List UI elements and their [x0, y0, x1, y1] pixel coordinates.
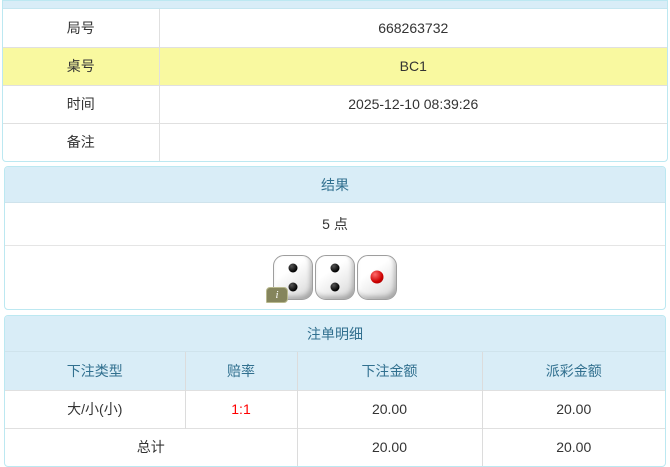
table-row-table-number: 桌号 BC1: [3, 46, 667, 85]
bet-amount-value: 20.00: [296, 389, 482, 428]
table-number-label: 桌号: [3, 46, 160, 85]
bet-odds-value: 1:1: [184, 389, 297, 428]
game-id-value: 668263732: [378, 19, 449, 36]
die-2-icon: [315, 255, 355, 300]
column-header-payout-amount: 派彩金额: [481, 352, 665, 390]
total-label: 总计: [5, 427, 297, 466]
bet-type-value: 大/小(小): [5, 389, 185, 428]
panel-result: 结果 5 点 i: [4, 166, 666, 310]
result-panel-title: 结果: [5, 167, 665, 203]
total-bet-amount: 20.00: [296, 427, 482, 466]
panel-bet-details: 注单明细 下注类型 赔率 下注金额 派彩金额 大/小(小) 1:1 20.00 …: [4, 315, 666, 467]
bet-details-table: 下注类型 赔率 下注金额 派彩金额 大/小(小) 1:1 20.00 20.00…: [5, 352, 665, 466]
result-points-text: 5 点: [5, 203, 665, 246]
dice-row: i: [5, 246, 665, 309]
column-header-bet-amount: 下注金额: [296, 352, 482, 390]
time-label: 时间: [3, 84, 160, 123]
remark-value: [159, 122, 667, 161]
bet-row: 大/小(小) 1:1 20.00 20.00: [5, 389, 665, 428]
table-number-value: BC1: [159, 46, 667, 85]
time-value: 2025-12-10 08:39:26: [159, 84, 667, 123]
game-id-label: 局号: [3, 9, 160, 47]
panel-game-info: 局号 668263732 桌号 BC1 时间 2025-12-10 08:39:…: [2, 0, 668, 162]
column-header-odds: 赔率: [184, 352, 297, 390]
payout-amount-value: 20.00: [481, 389, 665, 428]
die-3-icon: [357, 255, 397, 300]
panel-game-info-cropped-header: [3, 1, 667, 9]
remark-label: 备注: [3, 122, 160, 161]
table-row-game-id: 局号 668263732: [3, 9, 667, 47]
column-header-bet-type: 下注类型: [5, 352, 185, 390]
total-row: 总计 20.00 20.00: [5, 427, 665, 466]
dice-group: i: [266, 255, 398, 303]
table-row-time: 时间 2025-12-10 08:39:26: [3, 84, 667, 123]
table-row-remark: 备注: [3, 122, 667, 161]
bet-table-header-row: 下注类型 赔率 下注金额 派彩金额: [5, 352, 665, 390]
bet-details-title: 注单明细: [5, 316, 665, 352]
total-payout-amount: 20.00: [481, 427, 665, 466]
game-info-table: 局号 668263732 桌号 BC1 时间 2025-12-10 08:39:…: [3, 9, 667, 161]
tooltip-info-icon[interactable]: i: [266, 287, 288, 303]
